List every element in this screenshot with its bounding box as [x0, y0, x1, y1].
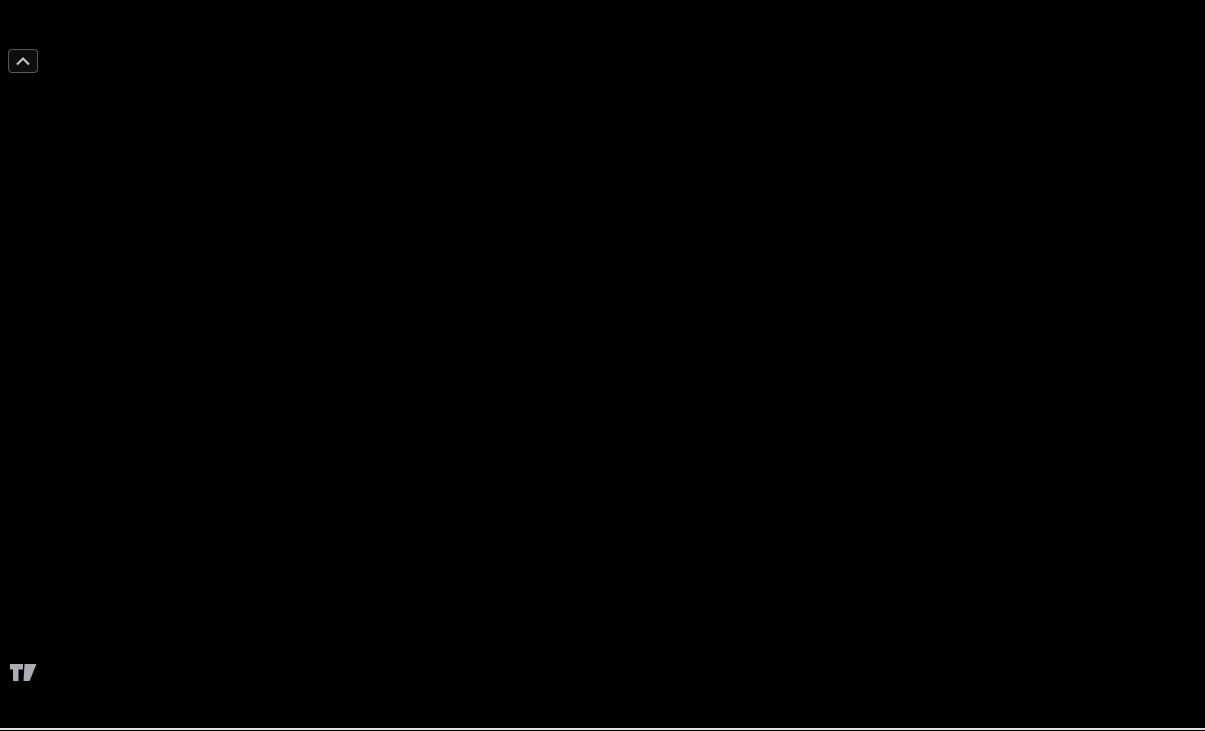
chevron-up-icon	[16, 56, 30, 65]
bottom-border	[0, 728, 1205, 730]
tradingview-logo[interactable]	[10, 661, 46, 685]
symbol-status-dot	[30, 5, 41, 16]
ohlc-legend	[30, 5, 69, 16]
tradingview-logo-icon	[10, 664, 37, 681]
collapse-panel-button[interactable]	[8, 49, 38, 73]
